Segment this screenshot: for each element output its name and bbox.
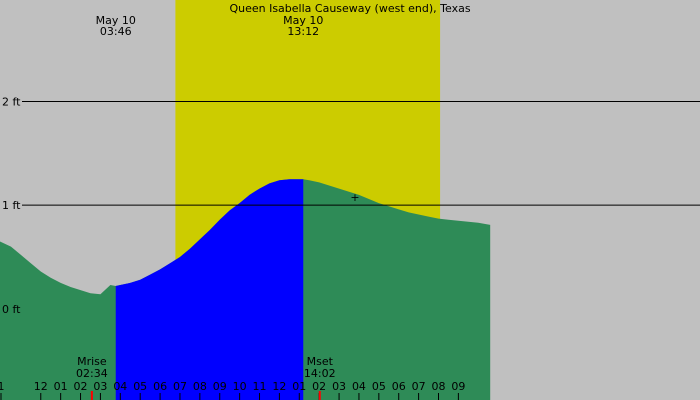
y-tick-label: 2 ft	[2, 96, 21, 109]
x-tick-label: 07	[173, 380, 187, 393]
x-tick-label: 12	[272, 380, 286, 393]
grid-layer	[0, 101, 700, 400]
tide-highlight-area	[115, 179, 304, 400]
x-tick-label: 04	[352, 380, 366, 393]
moon-mset-label: Mset	[307, 355, 334, 368]
x-tick-label: 1	[0, 380, 4, 393]
y-tick-label: 1 ft	[2, 199, 21, 212]
event-high-time: 13:12	[287, 25, 319, 38]
x-tick-label: 08	[193, 380, 207, 393]
y-tick-label: 0 ft	[2, 303, 21, 316]
moon-mrise-time: 02:34	[76, 367, 108, 380]
x-tick-label: 10	[233, 380, 247, 393]
event-low-date: May 10	[96, 14, 136, 27]
current-marker: +	[350, 191, 359, 204]
event-high-date: May 10	[283, 14, 323, 27]
tide-layer	[0, 179, 491, 400]
x-tick-label: 08	[431, 380, 445, 393]
moon-mset-time: 14:02	[304, 367, 336, 380]
x-tick-label: 06	[153, 380, 167, 393]
x-tick-label: 02	[312, 380, 326, 393]
x-tick-label: 03	[332, 380, 346, 393]
label-layer: 0 ft 1 ft 2 ft 1 12 01 02 03 04 05 06 07 08 09 10 11 12 0…	[0, 14, 465, 393]
x-tick-label: 03	[93, 380, 107, 393]
x-tick-label: 05	[372, 380, 386, 393]
x-tick-label: 09	[213, 380, 227, 393]
x-tick-label: 04	[113, 380, 127, 393]
x-tick-label: 12	[34, 380, 48, 393]
x-tick-label: 11	[253, 380, 267, 393]
x-tick-label: 09	[451, 380, 465, 393]
x-tick-label: 01	[292, 380, 306, 393]
x-tick-label: 06	[392, 380, 406, 393]
moon-mrise-label: Mrise	[77, 355, 107, 368]
x-tick-label: 05	[133, 380, 147, 393]
chart-title: Queen Isabella Causeway (west end), Texa…	[229, 2, 470, 15]
x-tick-label: 07	[412, 380, 426, 393]
x-tick-label: 02	[74, 380, 88, 393]
event-low-time: 03:46	[100, 25, 132, 38]
x-tick-label: 01	[54, 380, 68, 393]
